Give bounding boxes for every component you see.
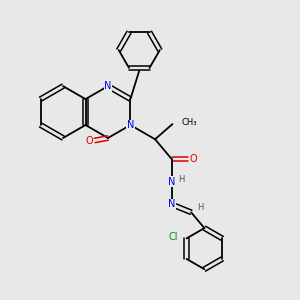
Text: H: H: [178, 175, 184, 184]
Text: CH₃: CH₃: [181, 118, 197, 127]
Text: O: O: [85, 136, 93, 146]
Text: Cl: Cl: [168, 232, 178, 242]
Text: N: N: [104, 81, 112, 91]
Text: O: O: [190, 154, 197, 164]
Text: N: N: [168, 200, 175, 209]
Text: H: H: [197, 203, 203, 212]
Text: N: N: [127, 120, 134, 130]
Text: N: N: [168, 177, 175, 187]
